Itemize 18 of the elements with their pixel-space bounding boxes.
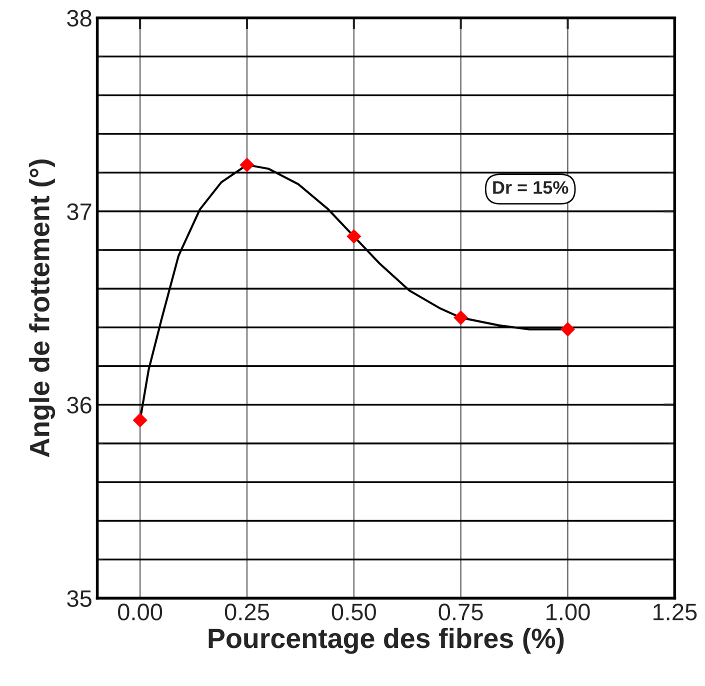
point [346,229,362,244]
x-tick-label: 0.25 [224,604,269,620]
y-tick-label: 36 [67,396,92,414]
x-tick-label: 1.25 [654,604,697,620]
point [560,322,576,337]
x-axis-title: Pourcentage des fibres (%) [208,628,564,654]
x-tick-label: 0.00 [118,604,162,620]
point [132,412,148,428]
y-axis-title: Angle de frottement (°) [29,160,56,458]
annotation: Dr = 15% [493,181,568,194]
y-tick-label: 38 [67,10,92,27]
x-tick-label: 0.50 [332,604,376,620]
x-tick-label: 0.75 [438,604,483,620]
point [240,158,254,172]
point [454,310,468,325]
x-tick-label: 1.00 [546,604,590,620]
y-tick-label: 35 [67,590,92,607]
y-tick-label: 37 [67,203,92,220]
